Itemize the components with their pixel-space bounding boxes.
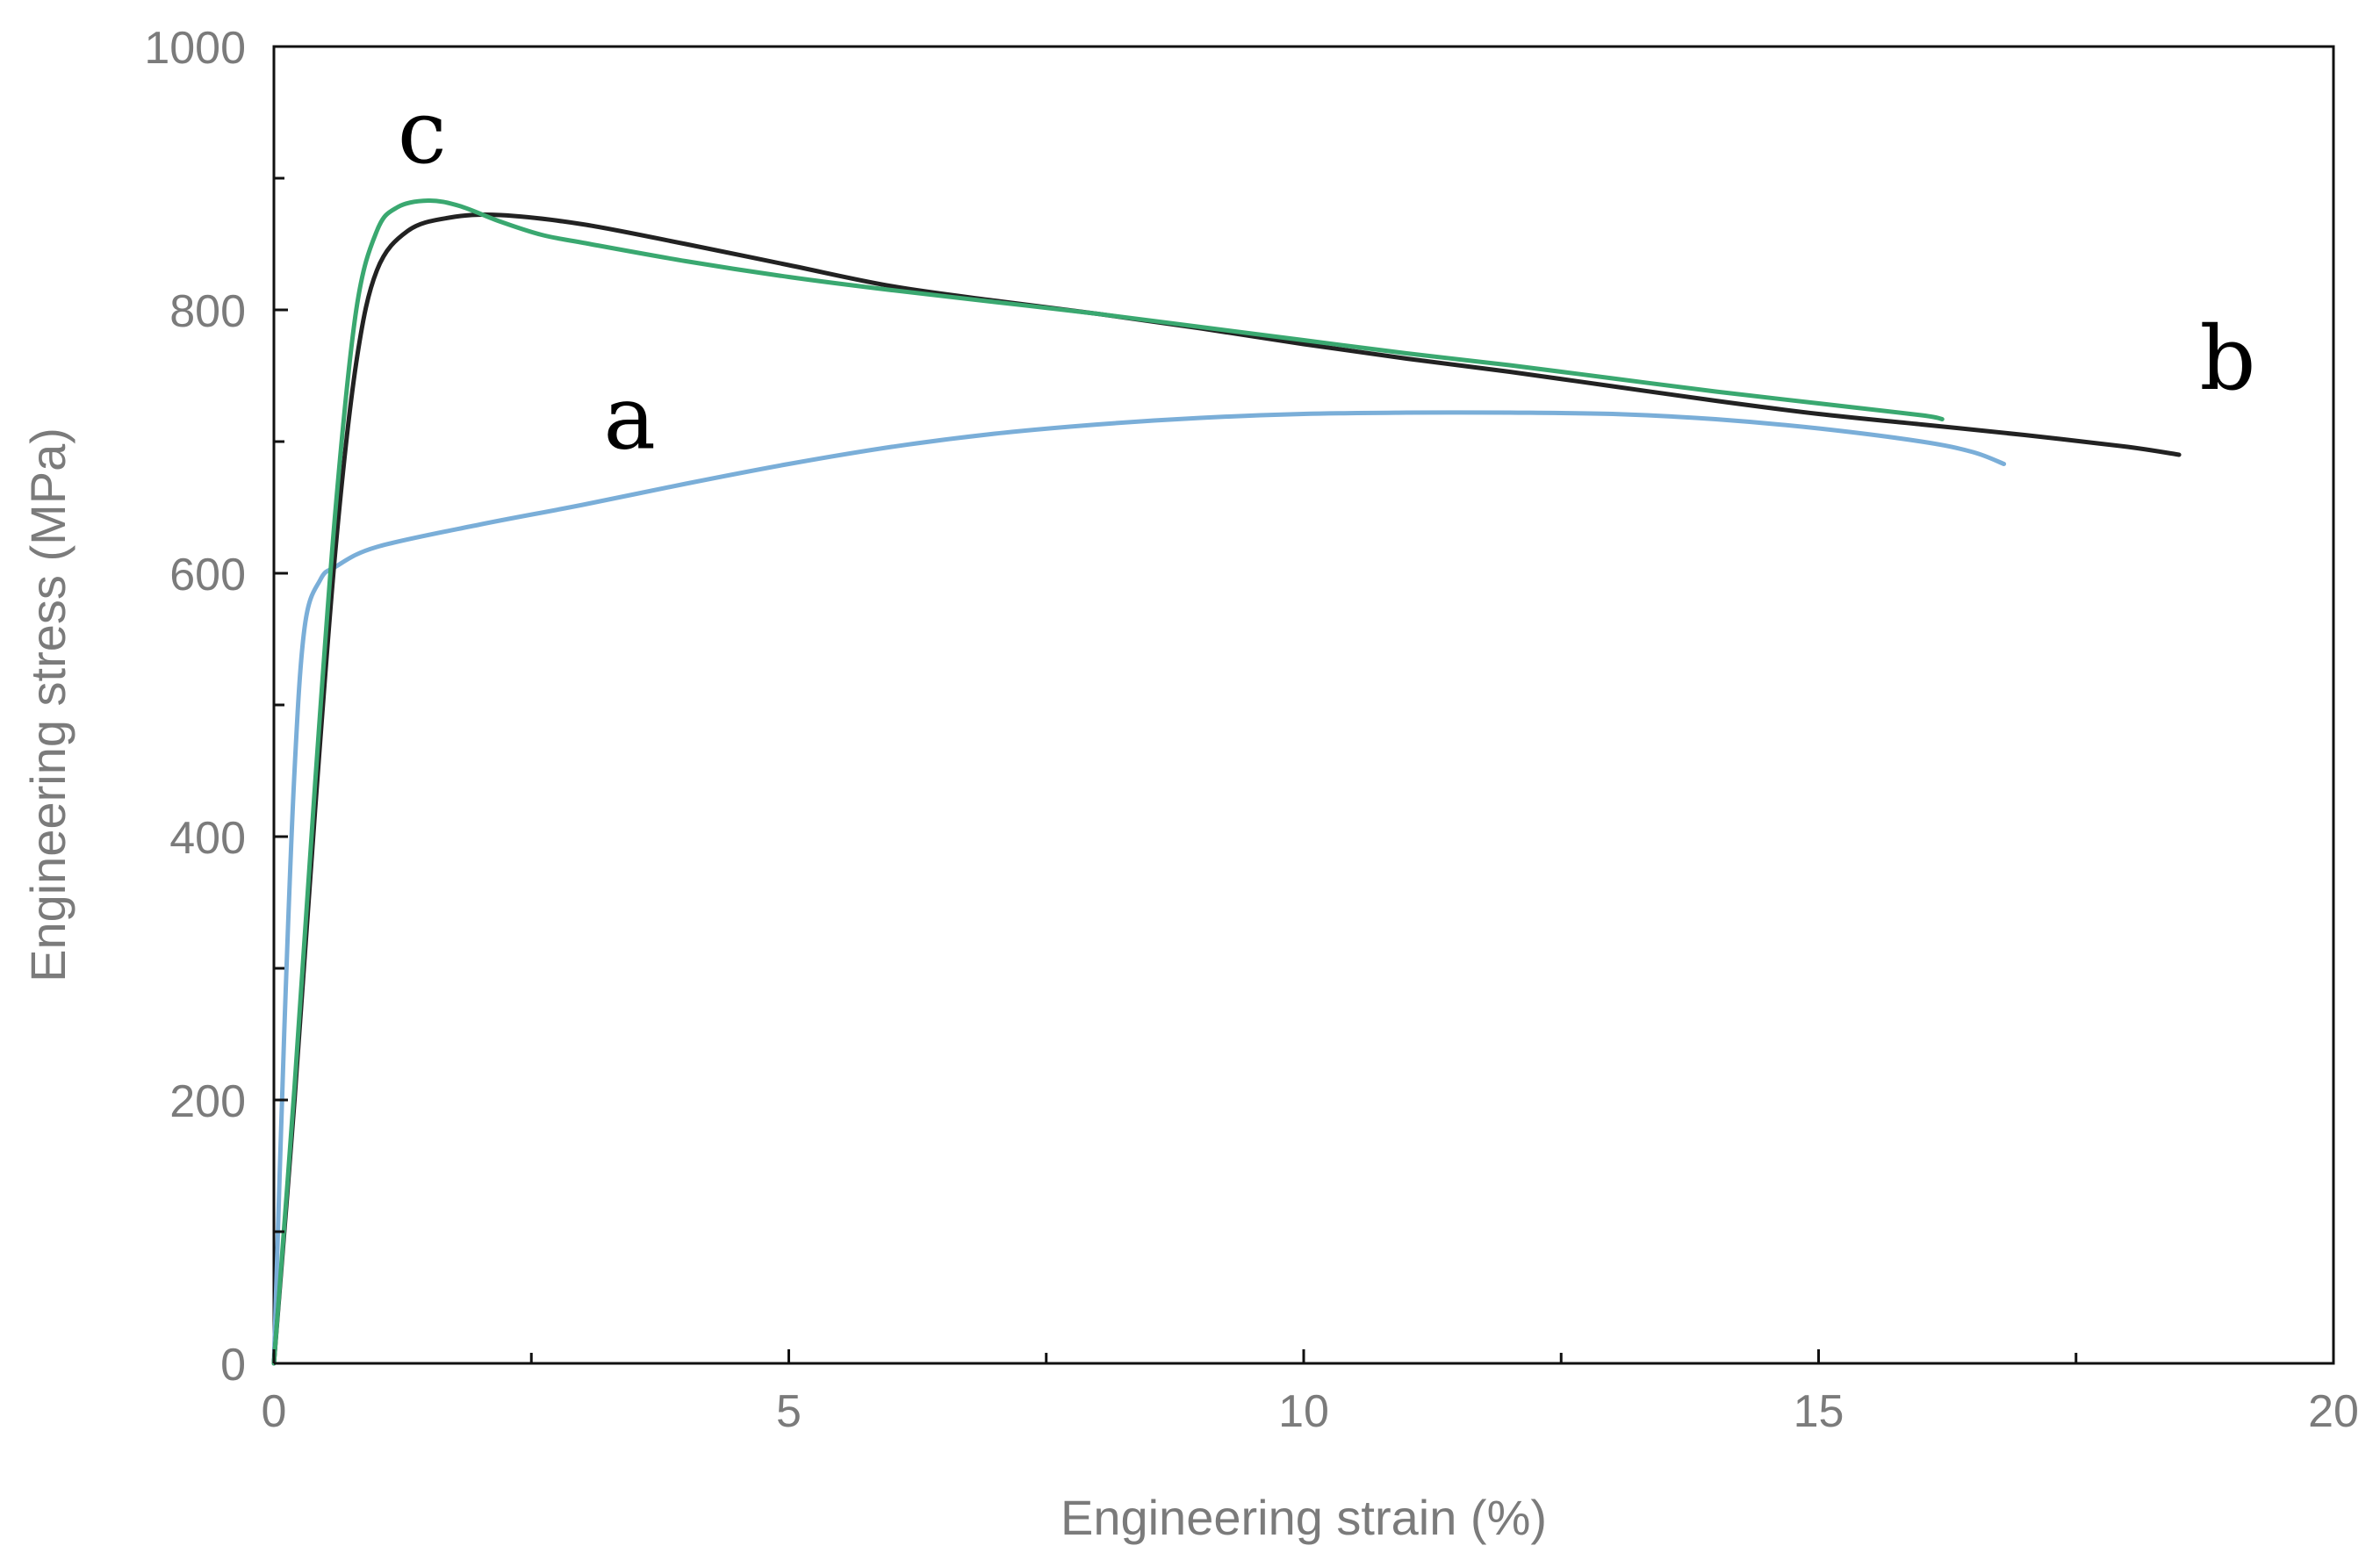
- curves-group: [271, 198, 2182, 1366]
- y-tick-label: 600: [169, 550, 246, 600]
- x-axis-title: Engineering strain (%): [1061, 1490, 1547, 1545]
- x-tick-label: 20: [2308, 1386, 2359, 1437]
- series-line-c: [271, 198, 1945, 1366]
- series-line-a: [271, 410, 2007, 1366]
- x-tick-label: 15: [1794, 1386, 1844, 1437]
- x-tick-label: 5: [776, 1386, 802, 1437]
- x-tick-label: 0: [262, 1386, 287, 1437]
- y-tick-label: 0: [220, 1340, 246, 1391]
- curve-label-a: a: [603, 367, 656, 470]
- curve-label-c: c: [398, 81, 447, 183]
- y-tick-label: 800: [169, 286, 246, 337]
- y-axis-title: Engineering stress (MPa): [20, 428, 75, 982]
- y-tick-label: 400: [169, 813, 246, 864]
- x-tick-label: 10: [1278, 1386, 1329, 1437]
- curve-label-b: b: [2200, 307, 2256, 410]
- series-line-b: [271, 212, 2182, 1366]
- y-tick-label: 200: [169, 1076, 246, 1127]
- curve-labels-group: a b c: [398, 81, 2256, 470]
- y-tick-label: 1000: [144, 23, 246, 74]
